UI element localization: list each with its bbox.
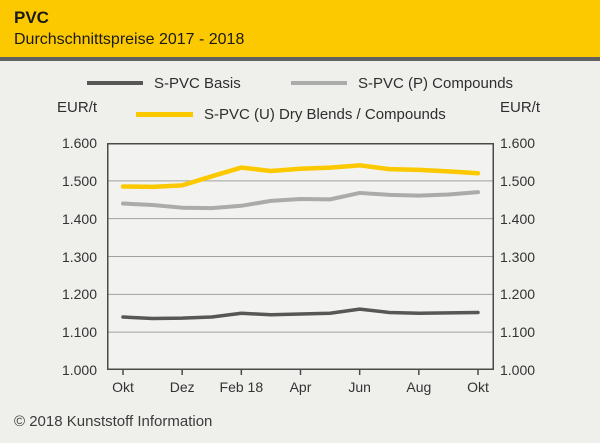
x-tick-label: Apr [289,379,312,395]
y-tick-label-right: 1.300 [500,249,536,265]
legend-label: S-PVC (P) Compounds [358,74,514,92]
series-line-s-pvc-basis [121,307,480,321]
legend-item-svpc-u-dry-blends: S-PVC (U) Dry Blends / Compounds [136,105,446,123]
x-tick-label: Aug [406,379,432,395]
x-tick-label: Okt [467,379,489,395]
copyright-notice: © 2018 Kunststoff Information [14,413,213,430]
legend-swatch-svpc-basis [87,81,143,85]
y-tick-label-left: 1.500 [61,173,97,189]
legend-label: S-PVC Basis [154,74,241,92]
y-tick-label-right: 1.500 [500,173,536,189]
y-tick-label-left: 1.200 [61,286,97,302]
price-chart-plot-area [107,143,494,376]
y-tick-label-left: 1.300 [61,249,97,265]
y-tick-label-left: 1.100 [61,324,97,340]
y-tick-label-left: 1.400 [61,211,97,227]
header: PVC Durchschnittspreise 2017 - 2018 [0,0,600,57]
chart-svg [107,143,494,375]
page-subtitle: Durchschnittspreise 2017 - 2018 [14,31,245,48]
y-tick-label-left: 1.600 [61,135,97,151]
x-tick-label: Feb 18 [219,379,264,395]
x-tick-label: Dez [169,379,195,395]
legend-item-svpc-p-compounds: S-PVC (P) Compounds [291,74,513,92]
y-tick-label-right: 1.000 [500,362,536,378]
legend-item-svpc-basis: S-PVC Basis [87,74,241,92]
y-tick-label-right: 1.600 [500,135,536,151]
y-tick-label-left: 1.000 [61,362,97,378]
legend-label: S-PVC (U) Dry Blends / Compounds [204,105,446,123]
header-separator [0,57,600,61]
page-title: PVC [14,8,49,27]
y-tick-label-right: 1.200 [500,286,536,302]
series-line-s-pvc-u-dry-blends-compounds [120,163,481,190]
series-line-s-pvc-p-compounds [121,190,480,211]
y-tick-label-right: 1.400 [500,211,536,227]
x-tick-label: Jun [348,379,371,395]
legend-swatch-svpc-u-dry-blends [136,111,193,117]
y-axis-unit-left: EUR/t [56,99,97,116]
x-tick-label: Okt [112,379,134,395]
y-tick-label-right: 1.100 [500,324,536,340]
y-axis-unit-right: EUR/t [500,99,541,116]
legend-swatch-svpc-p-compounds [291,81,347,85]
